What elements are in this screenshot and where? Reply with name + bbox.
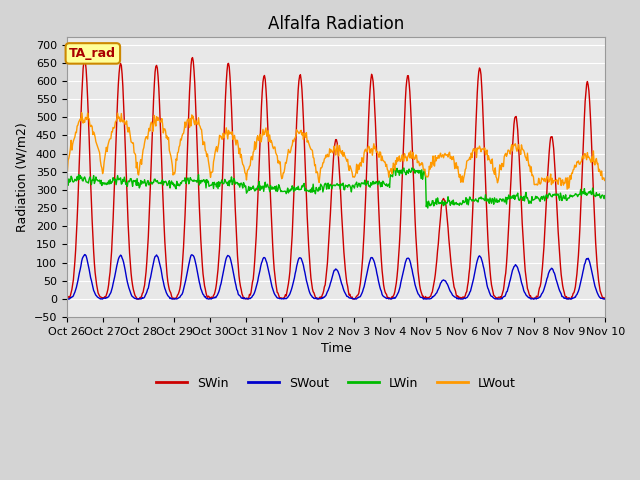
LWin (72, 178, 80, 184)
LWin (602, 196, 609, 202)
SWout (212, 293, 220, 299)
LWout (402, 154, 410, 160)
Line: LWin: LWin (67, 168, 605, 208)
SWout (403, 256, 411, 262)
SWin (63, 296, 70, 301)
Line: SWin: SWin (67, 58, 605, 299)
LWout (563, 186, 571, 192)
SWout (129, 294, 137, 300)
Line: LWout: LWout (67, 113, 605, 189)
Line: SWout: SWout (67, 254, 605, 299)
LWout (63, 174, 70, 180)
SWin (129, 282, 136, 288)
SWin (184, 151, 191, 157)
SWout (63, 296, 70, 302)
X-axis label: Time: Time (321, 342, 351, 356)
SWin (419, 293, 426, 299)
LWout (212, 146, 220, 152)
SWout (602, 296, 609, 301)
LWin (128, 179, 136, 185)
LWin (63, 181, 70, 187)
LWin (182, 178, 190, 184)
SWin (602, 296, 609, 302)
Legend: SWin, SWout, LWin, LWout: SWin, SWout, LWin, LWout (151, 372, 521, 395)
Y-axis label: Radiation (W/m2): Radiation (W/m2) (15, 122, 28, 232)
LWout (78, 110, 86, 116)
Text: TA_rad: TA_rad (69, 47, 116, 60)
LWout (602, 177, 609, 182)
LWin (408, 165, 416, 171)
LWin (211, 181, 219, 187)
SWout (64, 296, 72, 302)
SWin (189, 55, 196, 60)
LWout (184, 117, 191, 123)
LWout (129, 141, 136, 146)
SWin (74, 216, 81, 222)
Title: Alfalfa Radiation: Alfalfa Radiation (268, 15, 404, 33)
LWout (418, 160, 426, 166)
LWin (401, 169, 409, 175)
SWin (403, 77, 411, 83)
SWout (81, 252, 88, 257)
SWin (63, 296, 71, 302)
SWin (212, 281, 220, 287)
LWin (418, 167, 426, 173)
SWout (184, 265, 192, 271)
LWin (424, 205, 431, 211)
SWout (74, 281, 81, 287)
SWout (419, 295, 426, 300)
LWout (72, 130, 80, 135)
